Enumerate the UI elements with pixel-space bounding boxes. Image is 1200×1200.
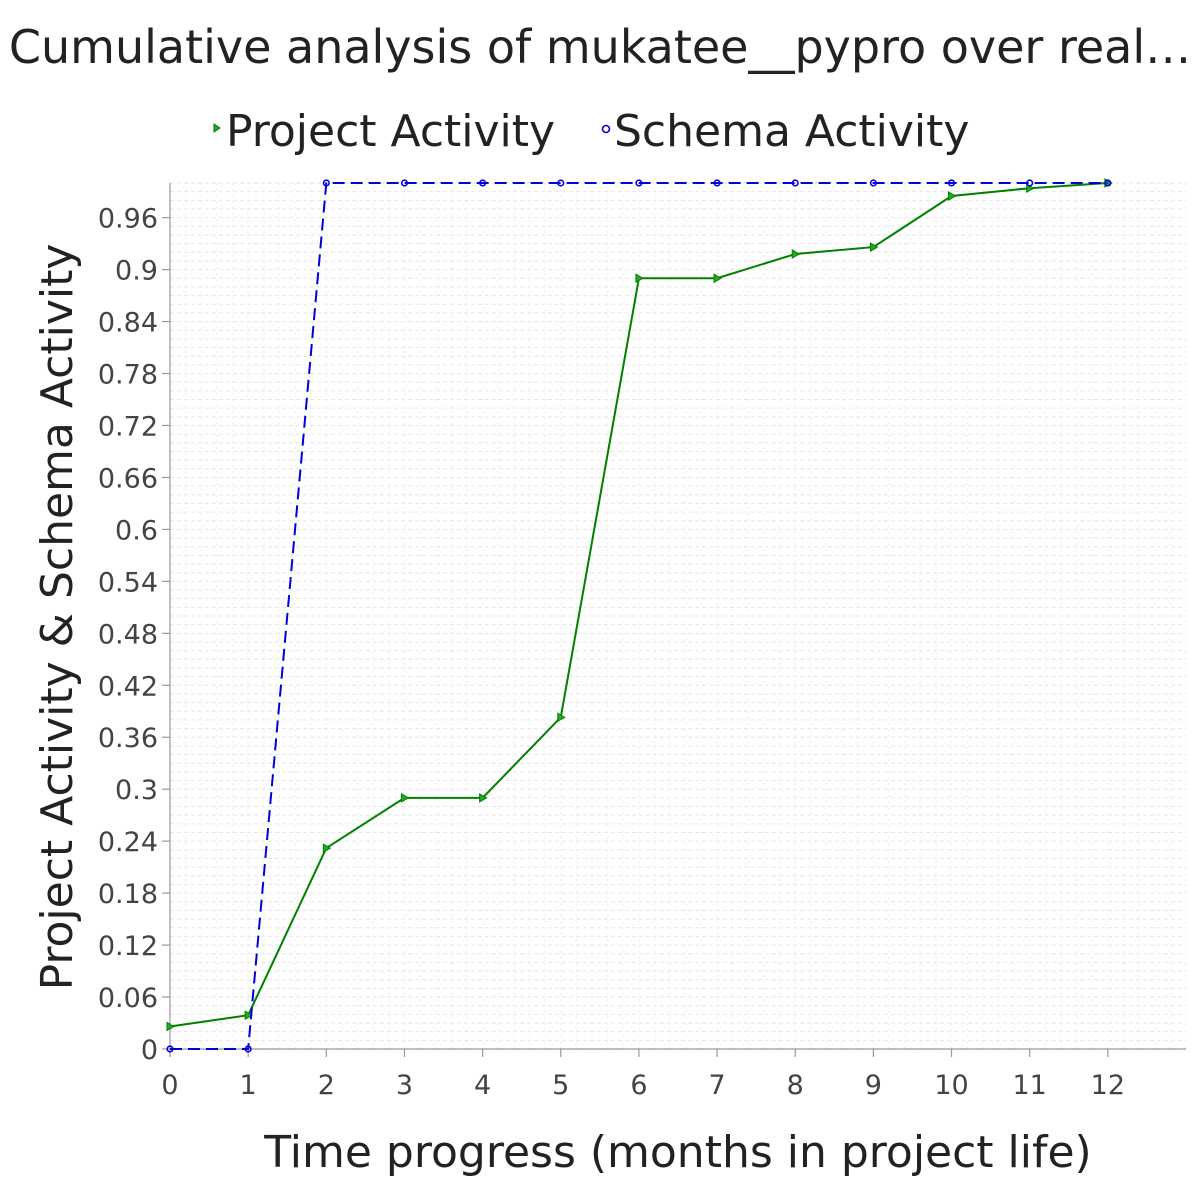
data-point-schema-activity[interactable]	[244, 1045, 252, 1053]
legend-label-project-activity: Project Activity	[226, 106, 555, 157]
data-point-project-activity[interactable]	[791, 249, 801, 259]
series-layer	[166, 178, 1113, 1053]
data-point-schema-activity[interactable]	[166, 1045, 174, 1053]
y-tick-label: 0.66	[98, 463, 158, 494]
y-tick-label: 0.96	[98, 204, 158, 235]
x-tick-label: 1	[240, 1070, 257, 1101]
data-point-project-activity[interactable]	[400, 792, 410, 803]
x-tick-label: 12	[1091, 1070, 1125, 1101]
data-point-schema-activity[interactable]	[869, 179, 877, 187]
y-axis-ticks: 0 0.06 0.12 0.18 0.24 0.3 0.36 0.42 0.48 0.54 0.6 0…	[98, 204, 170, 1066]
x-tick-label: 10	[934, 1070, 968, 1101]
legend-item-project-activity[interactable]: Project Activity	[213, 106, 555, 157]
x-tick-label: 3	[396, 1070, 413, 1101]
x-tick-label: 9	[865, 1070, 882, 1101]
y-tick-label: 0.06	[98, 983, 158, 1014]
x-tick-label: 4	[474, 1070, 491, 1101]
data-point-project-activity[interactable]	[713, 273, 723, 284]
data-point-schema-activity[interactable]	[479, 179, 487, 187]
y-tick-label: 0.42	[98, 671, 158, 702]
data-point-schema-activity[interactable]	[557, 179, 565, 187]
y-tick-label: 0.9	[115, 256, 158, 287]
y-tick-label: 0.24	[98, 827, 158, 858]
axes	[169, 183, 1186, 1050]
data-point-project-activity[interactable]	[166, 1021, 176, 1032]
data-point-schema-activity[interactable]	[1026, 179, 1034, 187]
y-tick-label: 0.3	[115, 775, 158, 806]
legend-item-schema-activity[interactable]: Schema Activity	[601, 106, 970, 157]
data-point-schema-activity[interactable]	[791, 179, 799, 187]
data-point-project-activity[interactable]	[869, 242, 879, 252]
legend-marker-project-activity	[213, 123, 221, 133]
data-point-schema-activity[interactable]	[947, 179, 956, 187]
grid	[169, 182, 1187, 1050]
data-point-schema-activity[interactable]	[1104, 179, 1112, 187]
data-point-project-activity[interactable]	[948, 191, 957, 201]
x-axis-ticks: 0 1 2 3 4 5 6 7 8 9 10 11 12	[161, 1049, 1125, 1101]
data-point-schema-activity[interactable]	[635, 179, 643, 187]
y-tick-label: 0.12	[98, 931, 158, 962]
legend-label-schema-activity: Schema Activity	[614, 106, 969, 157]
y-tick-label: 0	[141, 1035, 158, 1066]
data-point-schema-activity[interactable]	[322, 179, 330, 187]
data-point-project-activity[interactable]	[557, 712, 566, 723]
x-tick-label: 6	[630, 1070, 647, 1101]
legend: Project Activity Schema Activity	[213, 106, 970, 157]
y-tick-label: 0.78	[98, 360, 158, 391]
y-axis-label: Project Activity & Schema Activity	[32, 244, 83, 991]
y-tick-label: 0.18	[98, 879, 158, 910]
y-tick-label: 0.36	[98, 723, 158, 754]
data-point-project-activity[interactable]	[479, 792, 488, 803]
y-tick-label: 0.72	[98, 411, 158, 442]
chart-title: Cumulative analysis of mukatee__pypro ov…	[9, 20, 1191, 74]
data-point-schema-activity[interactable]	[713, 179, 721, 187]
y-tick-label: 0.54	[98, 567, 158, 598]
series-line-schema-activity	[170, 182, 1108, 1050]
x-tick-label: 2	[318, 1070, 335, 1101]
x-tick-label: 8	[787, 1070, 804, 1101]
data-point-schema-activity[interactable]	[400, 179, 409, 187]
x-tick-label: 7	[708, 1070, 725, 1101]
x-tick-label: 11	[1013, 1070, 1047, 1101]
y-tick-label: 0.48	[98, 619, 158, 650]
data-point-project-activity[interactable]	[322, 843, 332, 853]
y-tick-label: 0.6	[115, 515, 158, 546]
x-tick-label: 5	[552, 1070, 569, 1101]
y-tick-label: 0.84	[98, 308, 158, 339]
data-point-project-activity[interactable]	[244, 1010, 254, 1021]
data-point-project-activity[interactable]	[635, 273, 644, 284]
x-tick-label: 0	[161, 1070, 178, 1101]
x-axis-label: Time progress (months in project life)	[263, 1127, 1091, 1178]
legend-marker-schema-activity	[601, 124, 611, 134]
